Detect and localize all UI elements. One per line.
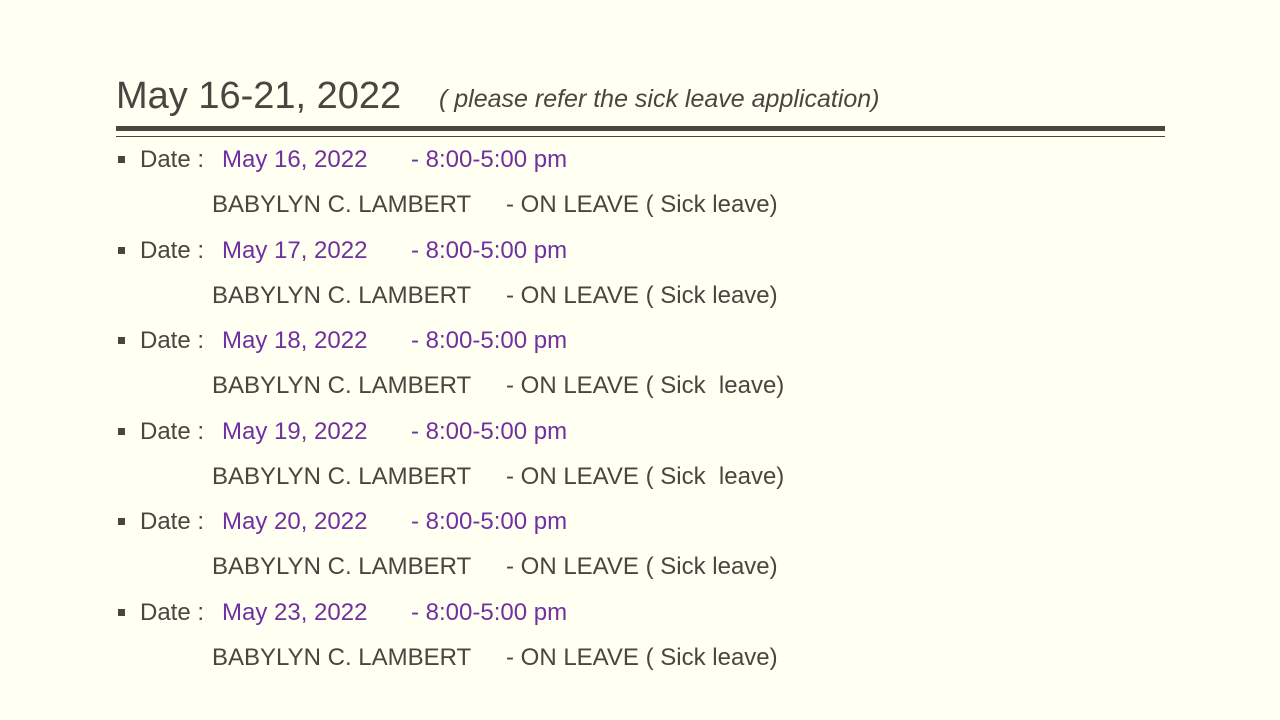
entry-date: May 23, 2022 (222, 598, 368, 626)
title-divider-thick (116, 126, 1165, 131)
employee-name: BABYLYN C. LAMBERT (212, 281, 472, 309)
leave-status: - ON LEAVE ( Sick leave) (506, 191, 778, 218)
employee-name: BABYLYN C. LAMBERT (212, 553, 472, 581)
leave-status: - ON LEAVE ( Sick leave) (506, 643, 778, 671)
leave-entry: Date : May 19, 2022 - 8:00-5:00 pm BABYL… (0, 409, 1280, 500)
leave-entry: Date : May 17, 2022 - 8:00-5:00 pm BABYL… (0, 228, 1280, 319)
leave-status: - ON LEAVE ( Sick leave) (506, 281, 778, 309)
date-label: Date : (140, 508, 205, 536)
page-title: May 16-21, 2022 (116, 75, 402, 117)
entry-date: May 17, 2022 (222, 236, 368, 264)
entry-date: May 18, 2022 (222, 327, 368, 355)
employee-name: BABYLYN C. LAMBERT (212, 643, 472, 671)
employee-name: BABYLYN C. LAMBERT (212, 372, 472, 400)
date-label: Date : (140, 146, 205, 173)
bullet-icon (118, 608, 125, 616)
bullet-icon (118, 246, 125, 254)
status-line: BABYLYN C. LAMBERT - ON LEAVE ( Sick lea… (0, 273, 1280, 318)
leave-entry: Date : May 23, 2022 - 8:00-5:00 pm BABYL… (0, 590, 1280, 681)
leave-entry-list: Date : May 16, 2022 - 8:00-5:00 pm BABYL… (0, 137, 1280, 681)
entry-time: - 8:00-5:00 pm (411, 236, 568, 264)
date-label: Date : (140, 327, 205, 355)
date-line: Date : May 23, 2022 - 8:00-5:00 pm (0, 590, 1280, 635)
date-label: Date : (140, 417, 205, 445)
status-line: BABYLYN C. LAMBERT - ON LEAVE ( Sick lea… (0, 635, 1280, 680)
date-line: Date : May 17, 2022 - 8:00-5:00 pm (0, 228, 1280, 273)
date-line: Date : May 16, 2022 - 8:00-5:00 pm (0, 137, 1280, 182)
status-line: BABYLYN C. LAMBERT - ON LEAVE ( Sick lea… (0, 454, 1280, 499)
date-line: Date : May 19, 2022 - 8:00-5:00 pm (0, 409, 1280, 454)
date-label: Date : (140, 598, 205, 626)
leave-entry: Date : May 18, 2022 - 8:00-5:00 pm BABYL… (0, 318, 1280, 409)
entry-time: - 8:00-5:00 pm (411, 598, 568, 626)
leave-entry: Date : May 20, 2022 - 8:00-5:00 pm BABYL… (0, 499, 1280, 590)
leave-status: - ON LEAVE ( Sick leave) (506, 462, 785, 490)
employee-name: BABYLYN C. LAMBERT (212, 191, 472, 218)
title-divider-thin (116, 136, 1165, 137)
page-subtitle: ( please refer the sick leave applicatio… (439, 85, 880, 113)
entry-time: - 8:00-5:00 pm (411, 508, 568, 536)
status-line: BABYLYN C. LAMBERT - ON LEAVE ( Sick lea… (0, 544, 1280, 589)
bullet-icon (118, 427, 125, 435)
entry-date: May 16, 2022 (222, 146, 368, 173)
leave-entry: Date : May 16, 2022 - 8:00-5:00 pm BABYL… (0, 137, 1280, 228)
date-label: Date : (140, 236, 205, 264)
status-line: BABYLYN C. LAMBERT - ON LEAVE ( Sick lea… (0, 182, 1280, 227)
employee-name: BABYLYN C. LAMBERT (212, 462, 472, 490)
date-line: Date : May 18, 2022 - 8:00-5:00 pm (0, 318, 1280, 363)
entry-time: - 8:00-5:00 pm (411, 417, 568, 445)
entry-date: May 20, 2022 (222, 508, 368, 536)
entry-date: May 19, 2022 (222, 417, 368, 445)
bullet-icon (118, 156, 125, 163)
entry-time: - 8:00-5:00 pm (411, 327, 568, 355)
date-line: Date : May 20, 2022 - 8:00-5:00 pm (0, 499, 1280, 544)
entry-time: - 8:00-5:00 pm (411, 146, 568, 173)
leave-status: - ON LEAVE ( Sick leave) (506, 553, 778, 581)
bullet-icon (118, 518, 125, 526)
bullet-icon (118, 337, 125, 345)
status-line: BABYLYN C. LAMBERT - ON LEAVE ( Sick lea… (0, 363, 1280, 408)
leave-status: - ON LEAVE ( Sick leave) (506, 372, 785, 400)
